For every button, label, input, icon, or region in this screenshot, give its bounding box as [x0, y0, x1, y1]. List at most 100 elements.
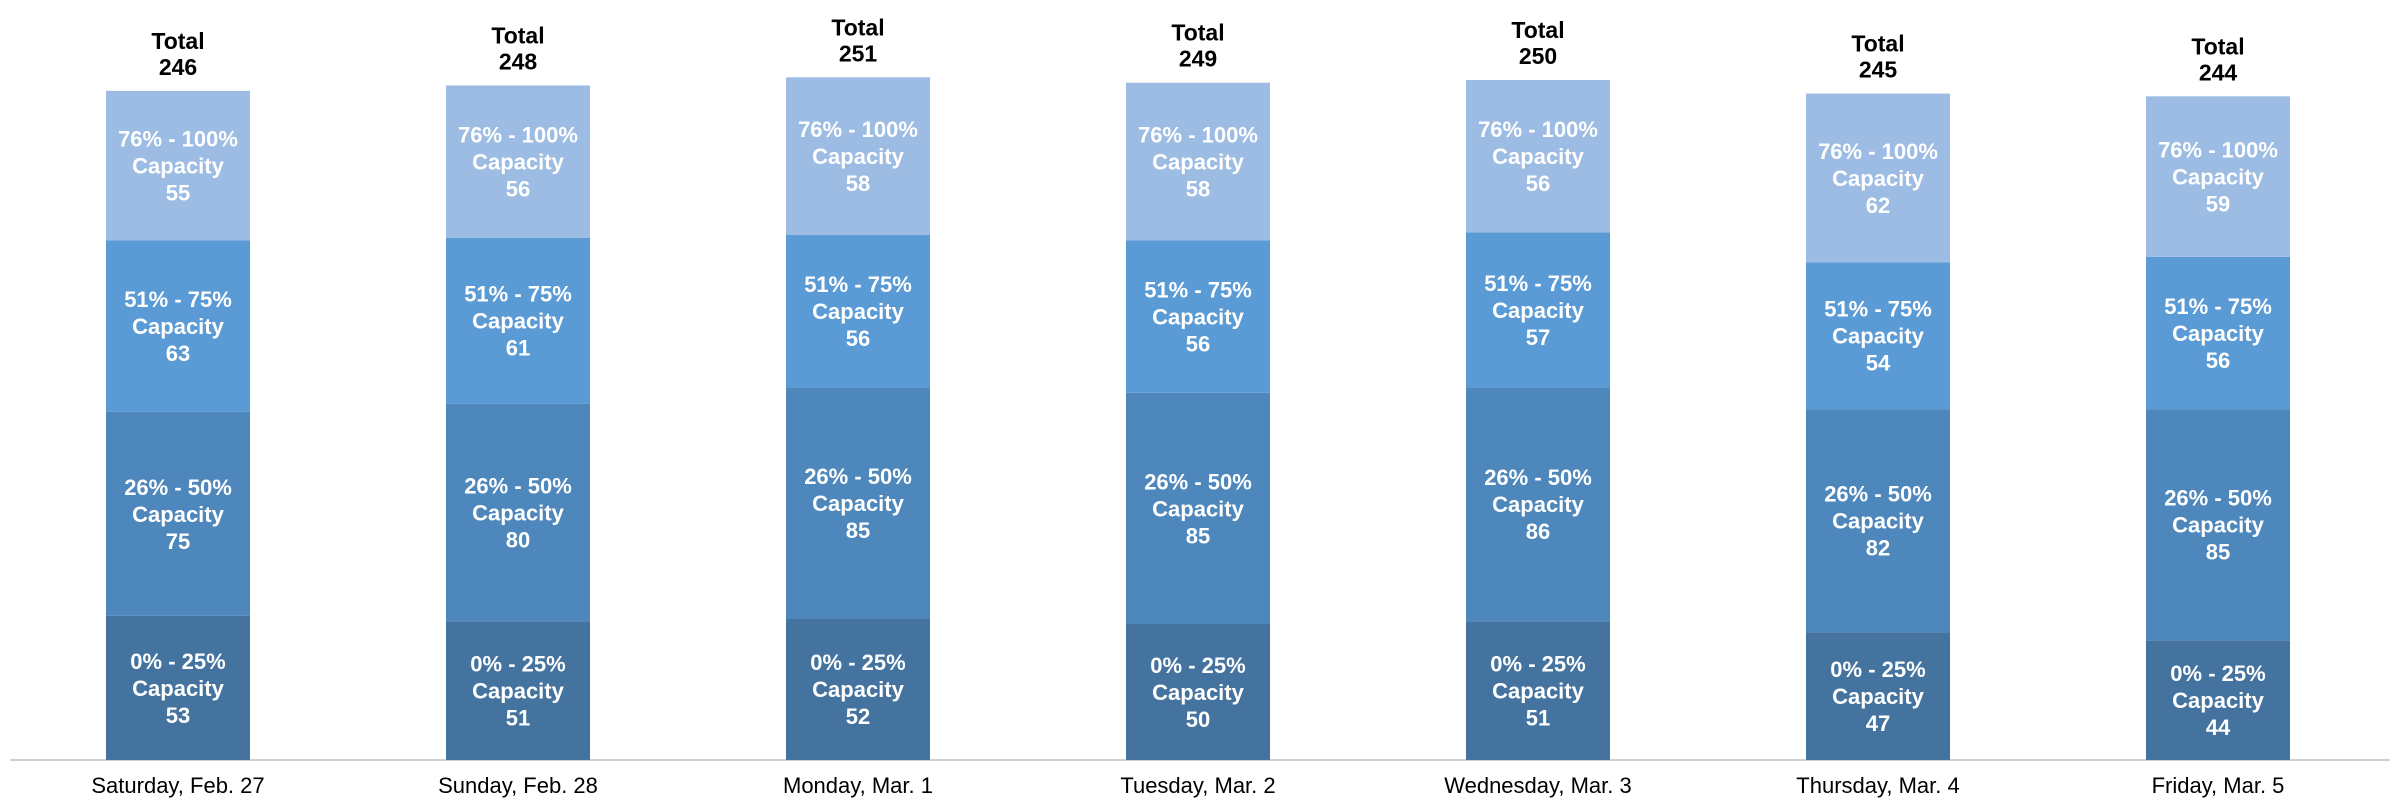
bar-segment: [446, 237, 590, 404]
data-label: 26% - 50%: [804, 464, 912, 489]
data-label: Capacity: [1152, 496, 1244, 521]
total-value: 246: [159, 54, 197, 80]
total-value: 249: [1179, 46, 1217, 72]
bar-segment: [1466, 80, 1610, 233]
bar-segment: [786, 387, 930, 619]
bar-segment: [2146, 640, 2290, 760]
total-value: 245: [1859, 57, 1898, 83]
data-label: 57: [1526, 325, 1550, 350]
data-label: Capacity: [1152, 680, 1244, 705]
data-label: Capacity: [2172, 688, 2264, 713]
data-label: 0% - 25%: [1490, 652, 1585, 677]
data-label: 51% - 75%: [464, 282, 572, 307]
total-label: Total: [1511, 17, 1564, 43]
data-label: 56: [506, 177, 530, 202]
data-label: 51% - 75%: [1484, 271, 1592, 296]
data-label: 26% - 50%: [2164, 486, 2272, 511]
x-tick-label: Friday, Mar. 5: [2152, 773, 2285, 798]
data-label: 63: [166, 341, 190, 366]
total-label: Total: [831, 14, 884, 40]
data-label: Capacity: [1832, 684, 1924, 709]
bar-segment: [446, 621, 590, 760]
data-label: 56: [1526, 171, 1550, 196]
bar-segment: [786, 618, 930, 760]
bar-segment: [106, 90, 250, 241]
bar-segment: [106, 411, 250, 616]
data-label: 58: [846, 171, 870, 196]
data-label: 26% - 50%: [1484, 465, 1592, 490]
total-value: 251: [839, 40, 878, 66]
data-label: 44: [2206, 715, 2231, 740]
data-label: 47: [1866, 711, 1890, 736]
data-label: Capacity: [1832, 509, 1924, 534]
total-value: 244: [2199, 59, 2238, 85]
bar-segment: [1466, 621, 1610, 760]
bar-segment: [1806, 632, 1950, 760]
data-label: Capacity: [472, 500, 564, 525]
bar-segment: [446, 403, 590, 622]
data-label: 58: [1186, 177, 1210, 202]
data-label: Capacity: [472, 679, 564, 704]
data-label: Capacity: [472, 309, 564, 334]
data-label: 56: [2206, 348, 2230, 373]
data-label: 51% - 75%: [1824, 297, 1932, 322]
data-label: 26% - 50%: [464, 473, 572, 498]
total-value: 248: [499, 48, 538, 74]
bar-segment: [786, 77, 930, 236]
bar-segment: [106, 615, 250, 760]
bar-segment: [1466, 387, 1610, 622]
total-label: Total: [1171, 20, 1224, 46]
bar-segment: [106, 240, 250, 412]
data-label: Capacity: [1492, 679, 1584, 704]
data-label: Capacity: [132, 314, 224, 339]
data-label: Capacity: [812, 299, 904, 324]
data-label: Capacity: [472, 150, 564, 175]
bar-segment: [1806, 93, 1950, 263]
data-label: Capacity: [132, 676, 224, 701]
data-label: 56: [1186, 332, 1210, 357]
data-label: 86: [1526, 519, 1550, 544]
data-label: 76% - 100%: [2158, 137, 2278, 162]
data-label: 26% - 50%: [1824, 482, 1932, 507]
bar-segment: [2146, 256, 2290, 410]
data-label: 26% - 50%: [1144, 469, 1252, 494]
data-label: 51: [506, 706, 530, 731]
data-label: 59: [2206, 191, 2230, 216]
data-label: 76% - 100%: [1138, 123, 1258, 148]
data-label: 51% - 75%: [2164, 294, 2272, 319]
data-label: 53: [166, 703, 190, 728]
data-label: 51: [1526, 706, 1550, 731]
data-label: 51% - 75%: [804, 272, 912, 297]
data-label: Capacity: [1152, 150, 1244, 175]
bar-segment: [786, 235, 930, 388]
data-label: Capacity: [812, 491, 904, 516]
x-tick-label: Monday, Mar. 1: [783, 773, 933, 798]
data-label: 51% - 75%: [124, 287, 232, 312]
data-label: 75: [166, 529, 190, 554]
data-label: 56: [846, 326, 870, 351]
data-label: 85: [846, 518, 870, 543]
data-label: Capacity: [132, 154, 224, 179]
data-label: Capacity: [1832, 166, 1924, 191]
data-label: 82: [1866, 536, 1890, 561]
data-label: 76% - 100%: [798, 117, 918, 142]
data-label: 55: [166, 181, 190, 206]
data-label: 50: [1186, 707, 1210, 732]
data-label: Capacity: [1492, 144, 1584, 169]
data-label: 61: [506, 336, 530, 361]
data-label: 76% - 100%: [118, 127, 238, 152]
bar-segment: [1806, 262, 1950, 410]
bar-segment: [1126, 624, 1270, 760]
data-label: 52: [846, 704, 870, 729]
data-label: Capacity: [1832, 324, 1924, 349]
data-label: Capacity: [812, 144, 904, 169]
data-label: 0% - 25%: [1830, 657, 1925, 682]
data-label: 0% - 25%: [1150, 653, 1245, 678]
total-label: Total: [1851, 31, 1904, 57]
total-label: Total: [491, 22, 544, 48]
